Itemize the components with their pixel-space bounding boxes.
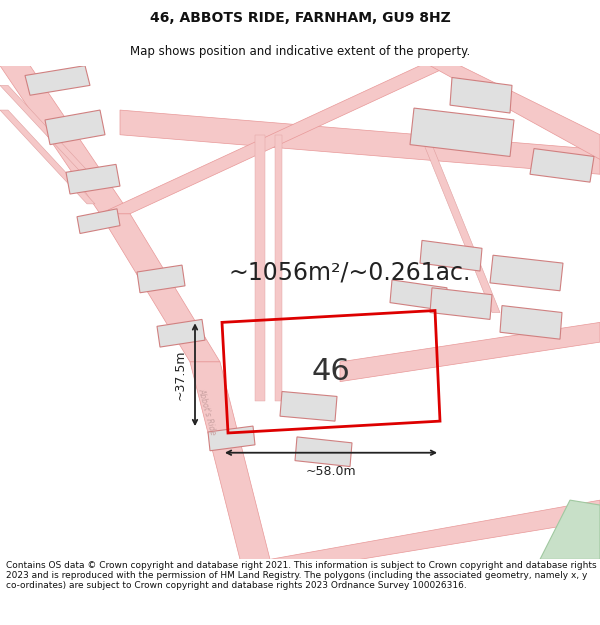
Polygon shape [0, 86, 100, 184]
Text: ~37.5m: ~37.5m [174, 349, 187, 400]
Polygon shape [280, 391, 337, 421]
Text: ~1056m²/~0.261ac.: ~1056m²/~0.261ac. [229, 261, 471, 285]
Polygon shape [25, 66, 90, 95]
Text: Contains OS data © Crown copyright and database right 2021. This information is : Contains OS data © Crown copyright and d… [6, 561, 596, 591]
Polygon shape [0, 66, 130, 214]
Polygon shape [295, 437, 352, 466]
Polygon shape [120, 110, 600, 174]
Text: Abbot's Ride: Abbot's Ride [196, 387, 218, 436]
Polygon shape [430, 288, 492, 319]
Polygon shape [45, 110, 105, 144]
Polygon shape [390, 280, 447, 311]
Polygon shape [540, 500, 600, 559]
Polygon shape [450, 78, 512, 113]
Polygon shape [255, 135, 265, 401]
Polygon shape [0, 110, 95, 204]
Polygon shape [430, 66, 600, 159]
Text: 46: 46 [312, 357, 350, 386]
Polygon shape [275, 135, 282, 401]
Text: Map shows position and indicative extent of the property.: Map shows position and indicative extent… [130, 45, 470, 58]
Polygon shape [500, 306, 562, 339]
Polygon shape [208, 426, 255, 451]
Polygon shape [340, 322, 600, 382]
Text: ~58.0m: ~58.0m [305, 464, 356, 478]
Polygon shape [137, 265, 185, 292]
Polygon shape [420, 241, 482, 271]
Polygon shape [100, 214, 220, 362]
Polygon shape [490, 255, 563, 291]
Polygon shape [66, 164, 120, 194]
Polygon shape [240, 500, 600, 579]
Polygon shape [190, 362, 270, 559]
Polygon shape [410, 108, 514, 156]
Polygon shape [157, 319, 205, 347]
Text: 46, ABBOTS RIDE, FARNHAM, GU9 8HZ: 46, ABBOTS RIDE, FARNHAM, GU9 8HZ [149, 11, 451, 26]
Polygon shape [100, 66, 450, 214]
Polygon shape [77, 209, 120, 234]
Polygon shape [420, 135, 500, 312]
Polygon shape [530, 149, 594, 182]
